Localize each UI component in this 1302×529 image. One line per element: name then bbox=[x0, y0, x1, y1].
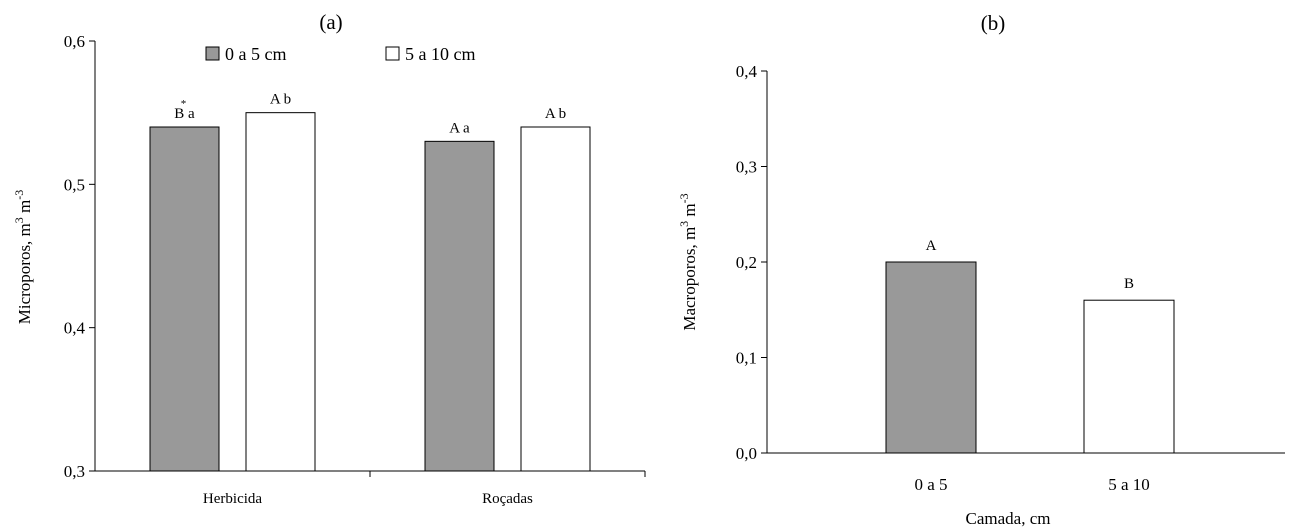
chart-a: (a) 0 a 5 cm 5 a 10 cm Microporos, m3 m-… bbox=[12, 10, 646, 507]
legend-swatch-0-5 bbox=[205, 46, 220, 61]
chart-b-axes: 0,0 0,1 0,2 0,3 0,4 0 a 5 5 a 10 bbox=[736, 62, 1285, 494]
y-tick-label: 0,4 bbox=[64, 319, 86, 338]
y-tick-label: 0,0 bbox=[736, 444, 757, 463]
chart-a-bars: B a* A b A a A b bbox=[149, 92, 591, 472]
annotation-asterisk: * bbox=[181, 98, 187, 110]
y-tick-label: 0,3 bbox=[64, 462, 85, 481]
bar-data-label: A b bbox=[270, 92, 291, 108]
x-category-label: Roçadas bbox=[482, 491, 533, 507]
bar bbox=[245, 112, 316, 472]
legend-label-0-5: 0 a 5 cm bbox=[225, 44, 286, 64]
bar bbox=[520, 126, 591, 472]
bar bbox=[1083, 299, 1175, 454]
bar-data-label: A b bbox=[545, 106, 566, 122]
y-tick-label: 0,6 bbox=[64, 32, 85, 51]
bar-data-label: A bbox=[926, 238, 937, 254]
chart-a-ylabel: Microporos, m3 m-3 bbox=[12, 190, 34, 325]
y-tick-label: 0,1 bbox=[736, 349, 757, 368]
y-tick-label: 0,2 bbox=[736, 253, 757, 272]
x-category-label: 0 a 5 bbox=[914, 475, 947, 494]
x-category-label: 5 a 10 bbox=[1108, 475, 1150, 494]
x-category-label: Herbicida bbox=[203, 491, 262, 507]
legend-label-5-10: 5 a 10 cm bbox=[405, 44, 475, 64]
bar bbox=[424, 140, 495, 472]
y-tick-label: 0,4 bbox=[736, 62, 758, 81]
bar-data-label: A a bbox=[449, 120, 470, 136]
chart-b-bars: AB bbox=[885, 238, 1175, 454]
bar-data-label: B a bbox=[174, 106, 195, 122]
chart-b-title: (b) bbox=[981, 11, 1006, 35]
bar-data-label: B bbox=[1124, 276, 1134, 292]
bar bbox=[149, 126, 220, 472]
chart-b-ylabel: Macroporos, m3 m-3 bbox=[677, 193, 699, 330]
chart-b: (b) Macroporos, m3 m-3 Camada, cm 0,0 0,1… bbox=[677, 11, 1285, 528]
bar bbox=[885, 261, 977, 454]
legend-swatch-5-10 bbox=[385, 46, 400, 61]
chart-a-title: (a) bbox=[319, 10, 342, 34]
chart-b-xlabel: Camada, cm bbox=[966, 509, 1051, 528]
chart-a-legend: 0 a 5 cm 5 a 10 cm bbox=[205, 44, 475, 64]
y-tick-label: 0,5 bbox=[64, 175, 85, 194]
y-tick-label: 0,3 bbox=[736, 158, 757, 177]
